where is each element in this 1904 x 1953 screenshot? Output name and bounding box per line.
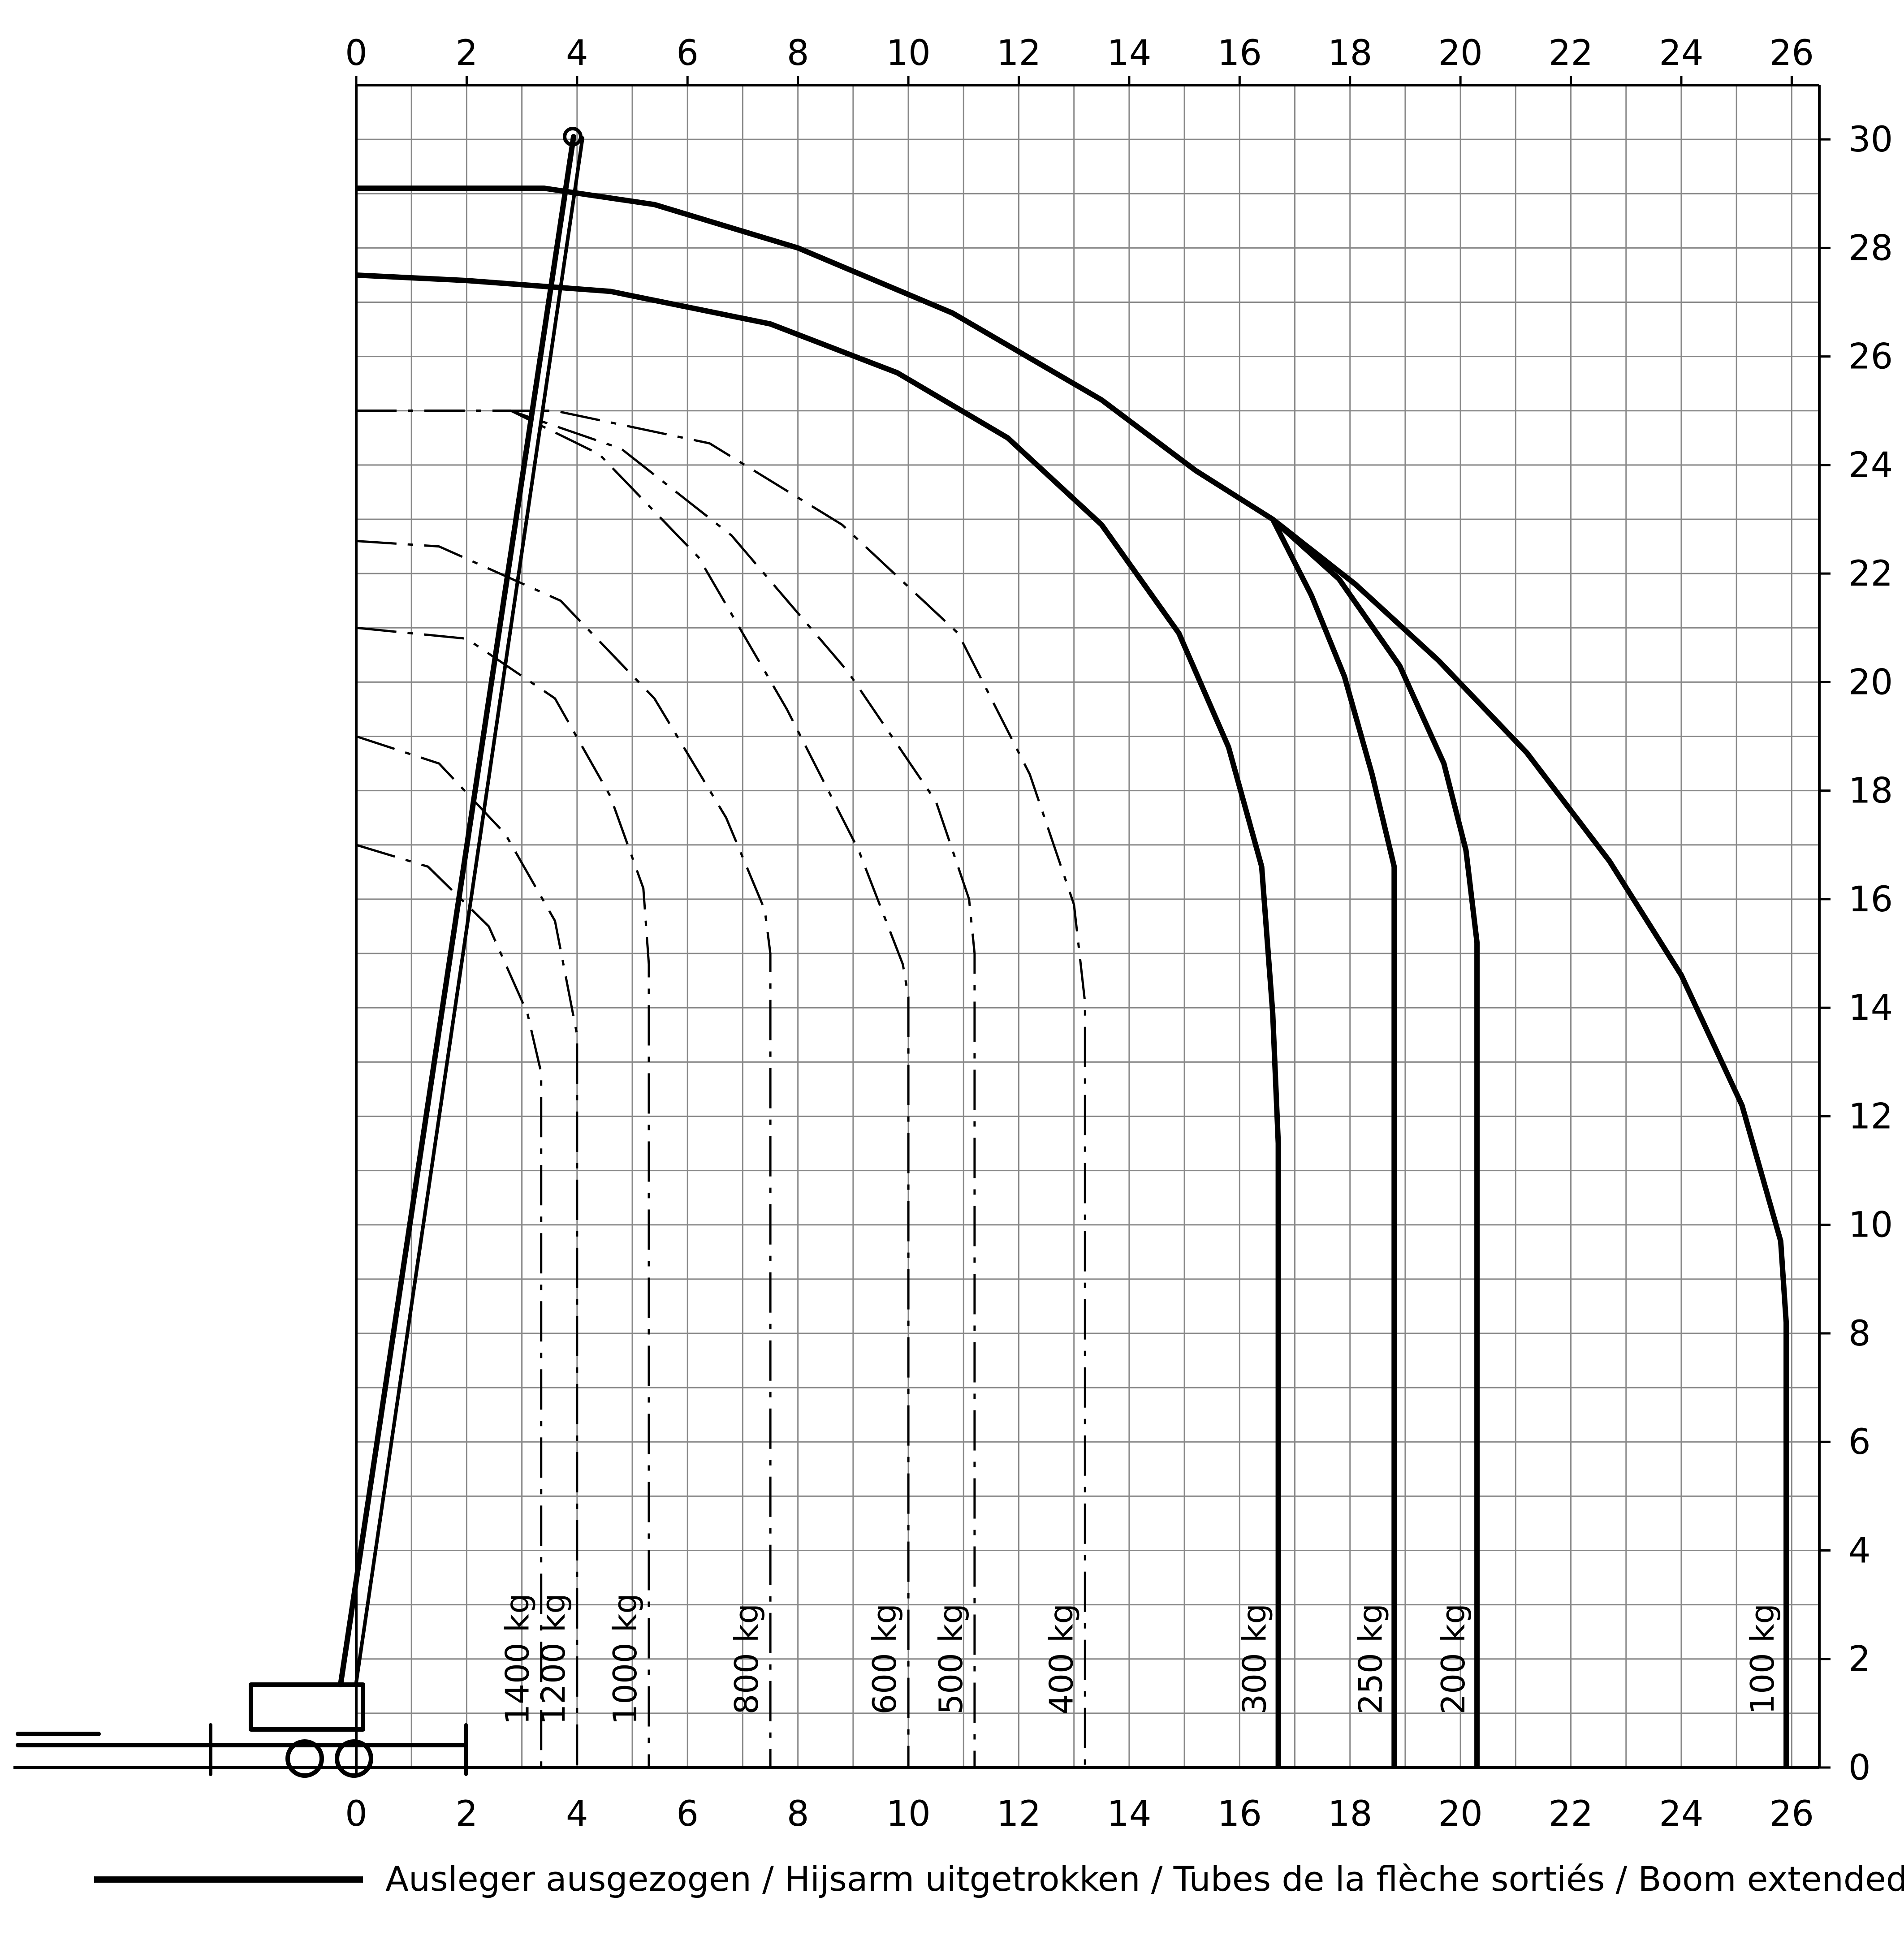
x-tick-label-bottom: 20 (1438, 1794, 1483, 1834)
series-label-400-kg: 400 kg (1042, 1604, 1080, 1715)
load-curve-1400-kg (356, 844, 543, 1768)
chart-legend: Ausleger ausgezogen / Hijsarm uitgetrokk… (94, 1859, 1904, 1953)
series-label-100-kg: 100 kg (1744, 1604, 1781, 1715)
x-tick-label-top: 10 (886, 33, 930, 73)
y-tick-label: 6 (1848, 1422, 1871, 1462)
series-label-600-kg: 600 kg (866, 1604, 903, 1715)
x-tick-label-top: 14 (1107, 33, 1151, 73)
y-tick-label: 18 (1848, 771, 1893, 811)
x-tick-label-top: 20 (1438, 33, 1483, 73)
y-tick-label: 10 (1848, 1205, 1893, 1246)
x-tick-label-bottom: 24 (1659, 1794, 1703, 1834)
series-label-200-kg: 200 kg (1434, 1604, 1472, 1715)
y-tick-label: 20 (1848, 662, 1893, 703)
x-tick-label-bottom: 22 (1549, 1794, 1593, 1834)
x-tick-label-top: 4 (566, 33, 588, 73)
chart-axes: 0022446688101012121414161618182020222224… (13, 33, 1893, 1834)
y-tick-label: 30 (1848, 120, 1893, 160)
series-label-500-kg: 500 kg (932, 1604, 970, 1715)
load-curve-1200-kg (356, 735, 579, 1768)
series-label-1200-kg: 1200 kg (535, 1593, 572, 1725)
crane-body (249, 1682, 365, 1732)
legend-label-extended: Ausleger ausgezogen / Hijsarm uitgetrokk… (385, 1859, 1904, 1899)
legend-label-retracted: Ausleger eingeschoben / Hijsarm ingescho… (385, 1949, 1904, 1953)
x-tick-label-bottom: 2 (456, 1794, 478, 1834)
crane-boom (338, 134, 576, 1687)
x-tick-label-top: 18 (1328, 33, 1372, 73)
y-tick-label: 14 (1848, 988, 1893, 1028)
y-tick-label: 12 (1848, 1096, 1893, 1137)
x-tick-label-bottom: 12 (997, 1794, 1041, 1834)
x-tick-label-bottom: 10 (886, 1794, 930, 1834)
x-tick-label-top: 24 (1659, 33, 1703, 73)
load-curve-400-kg (356, 410, 1086, 1768)
y-tick-label: 22 (1848, 554, 1893, 594)
load-curve-800-kg (356, 540, 772, 1768)
boom-tip-icon (563, 127, 583, 147)
y-tick-label: 2 (1848, 1639, 1871, 1680)
y-tick-label: 16 (1848, 879, 1893, 920)
load-curve-600-kg (356, 410, 910, 1768)
series-label-1400-kg: 1400 kg (499, 1593, 536, 1725)
x-tick-label-top: 8 (787, 33, 809, 73)
x-tick-label-top: 2 (456, 33, 478, 73)
x-tick-label-bottom: 8 (787, 1794, 809, 1834)
chart-grid (356, 85, 1819, 1768)
x-tick-label-bottom: 14 (1107, 1794, 1151, 1834)
crane-illustration (16, 127, 584, 1778)
y-tick-label: 24 (1848, 445, 1893, 486)
series-label-1000-kg: 1000 kg (606, 1593, 644, 1725)
y-tick-label: 26 (1848, 337, 1893, 377)
load-curve-200-kg (1271, 517, 1480, 1768)
x-tick-label-top: 26 (1770, 33, 1814, 73)
x-tick-label-top: 6 (676, 33, 699, 73)
wheel-icon (285, 1739, 324, 1778)
series-label-300-kg: 300 kg (1236, 1604, 1274, 1715)
x-tick-label-bottom: 4 (566, 1794, 588, 1834)
x-tick-label-top: 12 (997, 33, 1041, 73)
load-curves (356, 185, 1789, 1768)
x-tick-label-bottom: 6 (676, 1794, 699, 1834)
x-tick-label-top: 22 (1549, 33, 1593, 73)
series-label-250-kg: 250 kg (1351, 1604, 1389, 1715)
wheel-icon (335, 1739, 373, 1778)
x-tick-label-top: 16 (1218, 33, 1262, 73)
x-tick-label-bottom: 16 (1218, 1794, 1262, 1834)
x-tick-label-top: 0 (345, 33, 367, 73)
load-curve-100-kg (1271, 517, 1789, 1768)
y-tick-label: 0 (1848, 1748, 1871, 1788)
crane-boom-outer (354, 136, 584, 1684)
load-curve-250-kg (356, 185, 1397, 1768)
load-curve-1000-kg (356, 626, 650, 1768)
y-tick-label: 4 (1848, 1530, 1871, 1571)
x-tick-label-bottom: 18 (1328, 1794, 1372, 1834)
load-curve-300-kg (356, 272, 1281, 1768)
load-curve-500-kg (356, 410, 976, 1768)
x-tick-label-bottom: 26 (1770, 1794, 1814, 1834)
series-label-800-kg: 800 kg (728, 1604, 765, 1715)
y-tick-label: 8 (1848, 1314, 1871, 1354)
y-tick-label: 28 (1848, 228, 1893, 268)
x-tick-label-bottom: 0 (345, 1794, 367, 1834)
